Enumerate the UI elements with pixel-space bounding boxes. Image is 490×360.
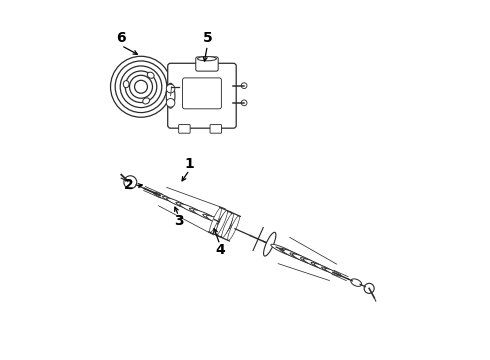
FancyBboxPatch shape [179, 125, 190, 133]
Circle shape [135, 80, 147, 93]
Ellipse shape [282, 249, 306, 261]
Text: 6: 6 [117, 31, 126, 45]
Ellipse shape [303, 259, 323, 269]
Ellipse shape [271, 244, 297, 257]
Text: 1: 1 [185, 157, 195, 171]
Text: 5: 5 [202, 31, 212, 45]
Ellipse shape [290, 253, 307, 261]
FancyBboxPatch shape [210, 125, 221, 133]
Circle shape [364, 283, 374, 293]
Ellipse shape [264, 232, 276, 256]
Ellipse shape [311, 262, 325, 269]
FancyBboxPatch shape [196, 57, 218, 71]
Ellipse shape [166, 83, 175, 108]
Ellipse shape [314, 264, 332, 272]
Ellipse shape [216, 211, 227, 235]
Ellipse shape [123, 81, 129, 88]
Circle shape [166, 84, 175, 93]
Ellipse shape [167, 198, 187, 208]
Ellipse shape [147, 72, 154, 78]
Ellipse shape [206, 216, 233, 228]
Ellipse shape [193, 210, 218, 221]
Ellipse shape [217, 212, 232, 237]
FancyBboxPatch shape [168, 63, 236, 128]
Circle shape [241, 83, 247, 89]
Ellipse shape [197, 57, 217, 61]
Circle shape [166, 99, 175, 107]
Circle shape [124, 176, 137, 189]
Ellipse shape [176, 202, 192, 210]
Ellipse shape [293, 254, 315, 265]
Ellipse shape [189, 208, 207, 216]
Ellipse shape [180, 204, 202, 215]
Ellipse shape [321, 267, 335, 273]
Ellipse shape [300, 258, 317, 265]
Ellipse shape [210, 208, 221, 233]
Text: 4: 4 [215, 243, 225, 257]
Ellipse shape [279, 248, 298, 257]
Ellipse shape [351, 279, 362, 287]
Ellipse shape [325, 269, 341, 276]
Ellipse shape [228, 216, 240, 240]
Circle shape [241, 100, 247, 106]
Ellipse shape [143, 98, 149, 104]
Ellipse shape [153, 192, 172, 201]
Ellipse shape [221, 213, 233, 238]
Text: 2: 2 [123, 178, 133, 192]
Text: 3: 3 [174, 214, 183, 228]
Ellipse shape [162, 196, 177, 203]
Ellipse shape [203, 214, 222, 223]
